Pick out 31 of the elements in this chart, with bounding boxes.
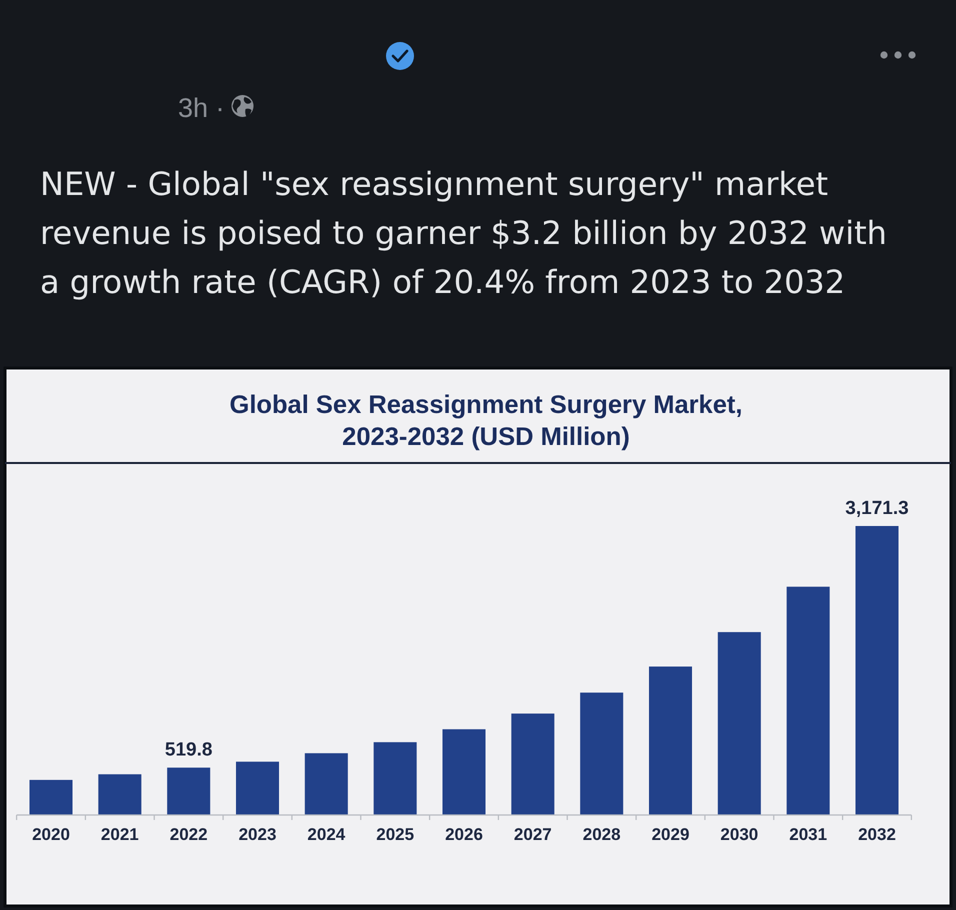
- x-tick-label: 2030: [720, 825, 758, 844]
- bar: [648, 666, 692, 815]
- x-tick-label: 2028: [582, 825, 621, 844]
- bar: [236, 762, 280, 815]
- chart-title: Global Sex Reassignment Surgery Market, 2023-2032 (USD Million): [229, 391, 743, 451]
- x-tick-label: 2027: [514, 825, 552, 844]
- x-tick-label: 2024: [307, 825, 346, 844]
- bar: [580, 692, 624, 815]
- text: NEW - Global "sex reassignment surgery" market revenue is poised to garner $3.2 billion by 2032 with a growth rate (CAGR) of 20.4% from 2023 to 2032: [40, 165, 887, 301]
- bar: [98, 774, 142, 815]
- x-tick-label: 2032: [858, 825, 896, 844]
- bar: [786, 586, 830, 815]
- x-tick-label: 2020: [32, 825, 70, 844]
- x-tick-label: 2021: [100, 825, 139, 844]
- bar: [374, 742, 417, 815]
- x-tick-label: 2029: [652, 825, 690, 844]
- bar: [855, 526, 899, 815]
- text: 3h ·: [178, 93, 225, 123]
- data-label: 519.8: [164, 740, 212, 761]
- bar: [304, 753, 348, 815]
- bar: [167, 768, 210, 815]
- x-tick-label: 2031: [789, 825, 828, 844]
- bar: [511, 714, 554, 815]
- bar: [442, 729, 486, 815]
- x-tick-label: 2023: [238, 825, 276, 844]
- data-label: 3,171.3: [845, 498, 909, 519]
- x-tick-label: 2026: [445, 825, 483, 844]
- x-tick-label: 2022: [170, 825, 208, 844]
- bar: [718, 632, 761, 815]
- x-tick-label: 2025: [376, 825, 414, 844]
- bar: [29, 780, 73, 815]
